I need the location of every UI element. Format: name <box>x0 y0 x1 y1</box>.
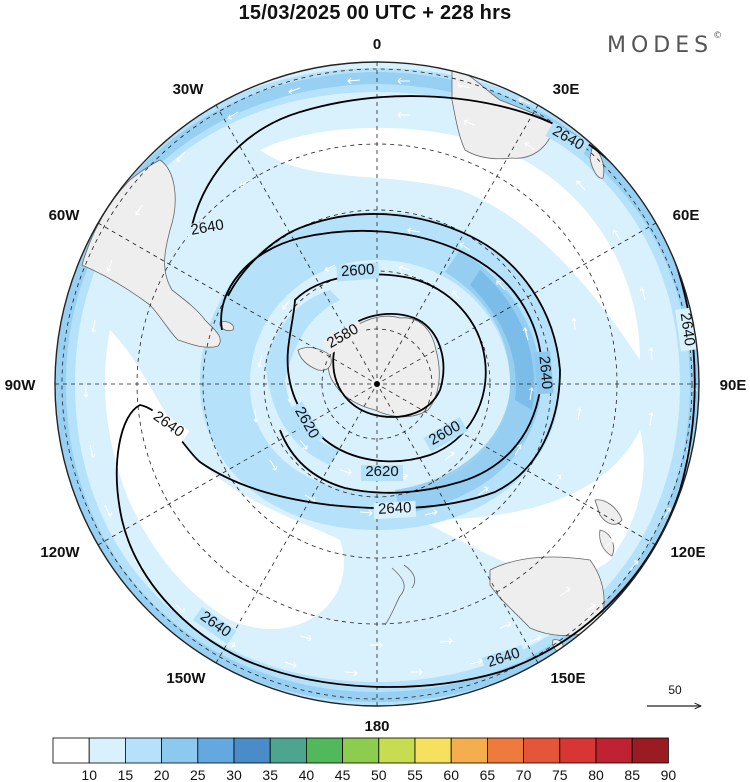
map-disk: 2640 2640 2640 2600 2580 2640 2640 2620 … <box>55 62 699 706</box>
lon-label-180: 180 <box>364 718 389 735</box>
colorbar-swatch <box>161 737 199 764</box>
reference-vector-label: 50 <box>668 683 682 697</box>
lon-label-90w: 90W <box>5 377 37 394</box>
contour-label: 2640 <box>536 355 556 390</box>
jet-max <box>470 270 535 410</box>
colorbar-swatch <box>378 737 416 764</box>
contour-label: 2600 <box>340 261 374 280</box>
colorbar-swatch <box>523 737 561 764</box>
colorbar-tick-label: 50 <box>371 767 387 782</box>
jet-west-arc <box>265 290 340 465</box>
map-border <box>54 61 700 707</box>
south-pole-marker <box>374 381 380 387</box>
colorbar-tick-label: 75 <box>552 767 568 782</box>
jet-ring <box>200 212 560 530</box>
colorbar-tick-label: 20 <box>154 767 170 782</box>
colorbar-tick-label: 15 <box>118 767 134 782</box>
lon-label-0: 0 <box>373 36 381 53</box>
colorbar-swatch <box>631 737 669 764</box>
colorbar-swatch <box>342 737 380 764</box>
calm-region-west <box>105 330 344 629</box>
reference-vector: 50 <box>647 683 701 706</box>
colorbar-tick-label: 55 <box>407 767 423 782</box>
modes-logo: MODES© <box>607 31 723 58</box>
colorbar-tick-label: 70 <box>516 767 532 782</box>
colorbar-swatch <box>595 737 633 764</box>
colorbar-swatch <box>414 737 452 764</box>
lon-label-30e: 30E <box>553 81 580 98</box>
calm-region-south <box>420 430 644 577</box>
colorbar-swatch <box>88 737 126 764</box>
colorbar-swatch <box>269 737 307 764</box>
colorbar-tick-label: 80 <box>588 767 604 782</box>
new-zealand-north <box>594 499 623 525</box>
lon-label-120w: 120W <box>40 544 80 561</box>
colorbar-swatch <box>486 737 524 764</box>
colorbar-tick-label: 30 <box>226 767 242 782</box>
colorbar-tick-label: 85 <box>624 767 640 782</box>
lon-label-150w: 150W <box>166 670 206 687</box>
contour-2580 <box>332 313 445 418</box>
colorbar-swatch <box>197 737 235 764</box>
new-zealand-south <box>599 529 615 557</box>
contour-label: 2640 <box>189 216 225 239</box>
colorbar-tick-label: 65 <box>480 767 496 782</box>
africa <box>451 67 556 160</box>
contour-label: 2640 <box>378 499 412 518</box>
colorbar-swatch <box>125 737 163 764</box>
calm-region-north <box>260 127 640 360</box>
lon-label-30w: 30W <box>173 81 205 98</box>
coastline-detail <box>384 564 416 626</box>
wind-vectors <box>83 77 698 677</box>
colorbar-tick-label: 40 <box>299 767 315 782</box>
colorbar-tick-label: 10 <box>81 767 97 782</box>
colorbar-tick-label: 35 <box>262 767 278 782</box>
colorbar-swatch <box>450 737 488 764</box>
map-title: 15/03/2025 00 UTC + 228 hrs <box>238 2 512 24</box>
contour-label: 2620 <box>365 463 398 480</box>
colorbar-tick-label: 60 <box>443 767 459 782</box>
lon-label-60e: 60E <box>673 207 700 224</box>
lon-label-90e: 90E <box>720 377 747 394</box>
contour-2600 <box>286 273 487 463</box>
colorbar-tick-label: 45 <box>335 767 351 782</box>
lon-label-120e: 120E <box>670 544 705 561</box>
colorbar-swatch <box>52 737 90 764</box>
lon-label-60w: 60W <box>49 207 81 224</box>
colorbar-swatch <box>305 737 343 764</box>
colorbar-tick-label: 25 <box>190 767 206 782</box>
colorbar-swatch <box>559 737 597 764</box>
colorbar-swatch <box>233 737 271 764</box>
longitude-labels: 0 30E 60E 90E 120E 150E 180 150W 120W 90… <box>5 36 747 735</box>
colorbar: 10 15 20 25 30 35 40 45 50 55 60 65 70 75 80 85 90 <box>52 737 677 782</box>
contour-2640-outer <box>115 95 696 688</box>
colorbar-tick-label: 90 <box>661 767 677 782</box>
lon-label-150e: 150E <box>550 670 585 687</box>
